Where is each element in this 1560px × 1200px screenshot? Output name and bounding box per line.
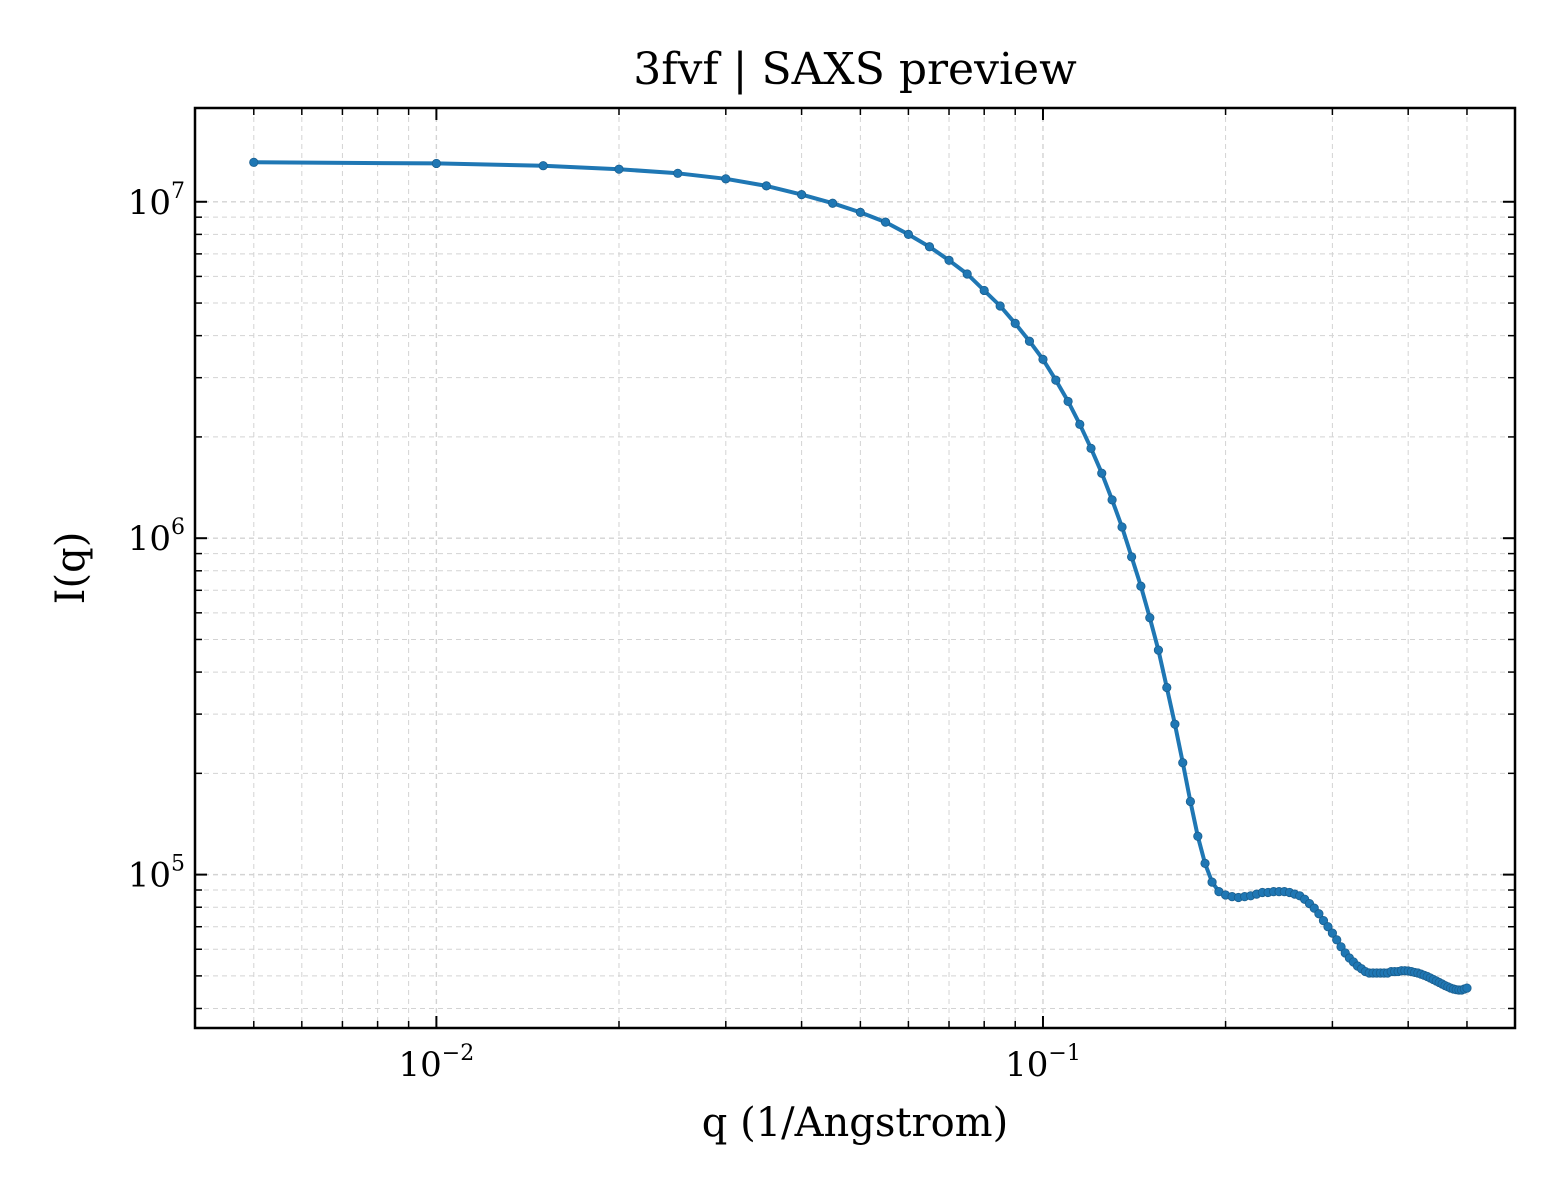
data-point bbox=[1207, 877, 1217, 887]
data-point bbox=[1097, 468, 1107, 478]
data-point bbox=[761, 181, 772, 191]
data-point bbox=[1323, 922, 1333, 932]
data-point bbox=[673, 168, 683, 178]
data-point bbox=[1170, 719, 1180, 729]
y-axis-label: I(q) bbox=[48, 532, 94, 605]
y-tick-label: 106 bbox=[128, 515, 185, 559]
data-point bbox=[1153, 645, 1164, 655]
data-point bbox=[1178, 758, 1188, 768]
data-point bbox=[903, 229, 914, 239]
data-point bbox=[828, 198, 838, 208]
data-point bbox=[1075, 419, 1085, 429]
x-axis-label: q (1/Angstrom) bbox=[702, 1100, 1008, 1146]
data-point bbox=[1051, 375, 1061, 385]
data-point bbox=[979, 285, 989, 296]
plot-frame bbox=[193, 106, 1517, 1030]
data-point bbox=[1332, 935, 1342, 945]
data-point bbox=[1010, 318, 1020, 328]
data-point bbox=[1117, 522, 1127, 532]
data-point bbox=[1314, 909, 1324, 919]
data-point bbox=[1038, 354, 1048, 364]
data-point bbox=[880, 217, 891, 227]
data-point bbox=[1063, 396, 1073, 407]
data-point bbox=[855, 207, 865, 217]
data-point bbox=[1107, 495, 1117, 505]
y-tick-label: 107 bbox=[128, 179, 185, 223]
data-point bbox=[538, 161, 548, 171]
data-point bbox=[249, 157, 259, 167]
y-tick-label: 105 bbox=[128, 852, 185, 896]
tick-labels: 10−2 10−1 105 106 107 bbox=[128, 179, 1081, 1085]
x-tick-label: 10−2 bbox=[399, 1041, 475, 1085]
data-series bbox=[249, 157, 1472, 995]
data-point bbox=[995, 301, 1005, 311]
data-point bbox=[1327, 928, 1337, 938]
x-tick-label: 10−1 bbox=[1005, 1041, 1081, 1085]
data-point bbox=[431, 158, 441, 169]
data-point bbox=[1193, 831, 1203, 841]
data-point bbox=[1200, 858, 1210, 868]
data-point bbox=[721, 174, 731, 184]
data-point bbox=[1318, 915, 1329, 926]
data-point bbox=[1136, 581, 1146, 591]
data-point bbox=[796, 190, 807, 200]
data-point bbox=[962, 269, 972, 279]
data-point bbox=[1024, 336, 1035, 346]
data-point bbox=[614, 164, 624, 174]
chart-title: 3fvf | SAXS preview bbox=[633, 44, 1077, 95]
data-point bbox=[1462, 983, 1472, 993]
data-point bbox=[1185, 796, 1196, 807]
data-point bbox=[1086, 443, 1096, 453]
data-point bbox=[1145, 613, 1155, 623]
data-point bbox=[924, 242, 935, 252]
grid-lines bbox=[194, 108, 1515, 1028]
data-point bbox=[944, 255, 954, 265]
data-point bbox=[1162, 682, 1172, 693]
data-point bbox=[1127, 552, 1137, 562]
